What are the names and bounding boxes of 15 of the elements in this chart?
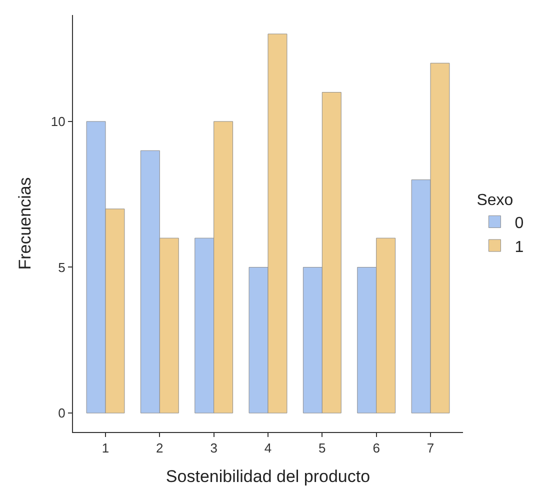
x-tick-label: 1 [102,440,110,456]
legend-label: 0 [514,214,524,232]
legend-title: Sexo [476,192,514,209]
legend-label: 1 [514,238,524,256]
y-tick-label: 5 [58,260,66,275]
x-tick-label: 4 [264,440,272,456]
x-tick-label: 2 [156,440,164,456]
x-tick-label: 7 [426,440,434,456]
y-tick-label: 0 [58,406,66,421]
x-tick-label: 3 [210,440,218,456]
x-tick-label: 5 [318,440,326,456]
x-tick-label: 6 [372,440,380,456]
x-axis-title: Sostenibilidad del producto [166,467,370,486]
y-tick-label: 10 [50,114,66,129]
y-axis-title: Frecuencias [15,177,34,270]
